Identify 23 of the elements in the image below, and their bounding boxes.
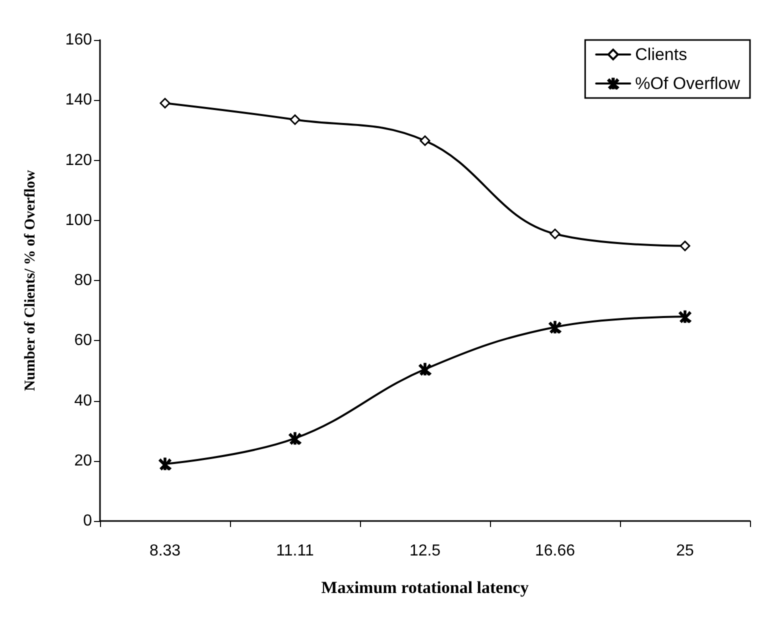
legend-label: %Of Overflow (635, 74, 741, 93)
legend-label: Clients (635, 45, 688, 64)
x-axis-title: Maximum rotational latency (321, 578, 530, 597)
y-tick-label: 140 (65, 92, 92, 109)
y-tick-label: 80 (74, 272, 92, 289)
point (290, 114, 300, 125)
y-tick-label: 0 (83, 512, 92, 530)
point (550, 228, 560, 240)
point (420, 135, 430, 146)
y-tick-label: 120 (65, 152, 92, 169)
x-tick-label: 25 (676, 542, 694, 560)
point (160, 98, 170, 108)
point (680, 240, 690, 252)
y-tick-label: 20 (74, 452, 92, 470)
x-tick-label: 12.5 (409, 542, 441, 560)
y-tick-label: 100 (65, 212, 92, 229)
y-tick-label: 40 (74, 392, 92, 410)
x-tick-label: 8.33 (149, 542, 181, 560)
y-tick-label: 60 (74, 332, 92, 350)
x-tick-label: 11.11 (276, 542, 314, 560)
x-tick-label: 16.66 (534, 542, 576, 560)
y-tick-label: 160 (65, 32, 92, 48)
y-axis-title: Number of Clients/ % of Overflow (22, 170, 38, 391)
